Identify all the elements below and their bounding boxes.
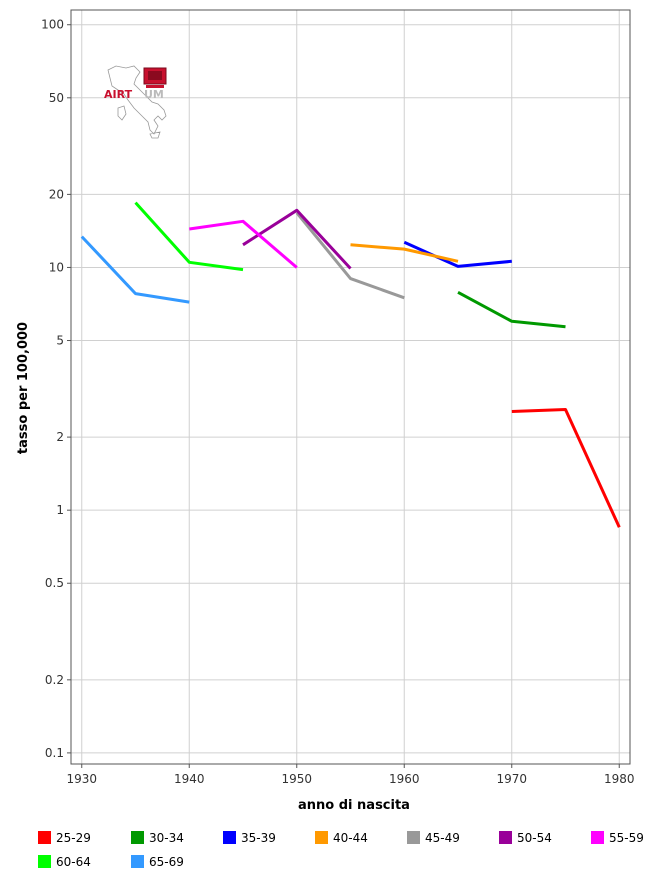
x-tick-label: 1940	[174, 772, 205, 786]
plot-background	[71, 10, 630, 764]
y-tick-label: 0.5	[45, 576, 64, 590]
legend-label-35-39: 35-39	[241, 831, 276, 845]
legend-label-45-49: 45-49	[425, 831, 460, 845]
legend-label-25-29: 25-29	[56, 831, 91, 845]
legend: 25-29 30-34 35-39 40-44 45-49 50-54 55-59 60-64…	[38, 831, 644, 869]
y-axis-title: tasso per 100,000	[16, 322, 31, 454]
legend-swatch-50-54	[499, 831, 512, 844]
airtum-logo: AIRT UM	[104, 65, 167, 139]
logo-text-um: UM	[144, 88, 164, 101]
series-line-55-59	[189, 219, 298, 269]
legend-label-50-54: 50-54	[517, 831, 552, 845]
legend-label-60-64: 60-64	[56, 855, 91, 869]
x-axis-ticks: 1930 1940 1950 1960 1970 1980	[66, 764, 635, 786]
x-tick-label: 1930	[66, 772, 97, 786]
series-line-50-54	[242, 208, 352, 270]
series-line-60-64	[134, 201, 244, 272]
y-tick-label: 5	[56, 334, 64, 348]
series-line-45-49	[295, 211, 405, 300]
y-tick-label: 1	[56, 503, 64, 517]
monitor-base	[146, 85, 164, 88]
series-line-25-29	[511, 408, 621, 528]
legend-label-55-59: 55-59	[609, 831, 644, 845]
series-line-40-44	[350, 243, 459, 263]
x-axis-title: anno di nascita	[298, 798, 410, 813]
legend-label-30-34: 30-34	[149, 831, 184, 845]
legend-swatch-65-69	[131, 855, 144, 868]
x-tick-label: 1970	[496, 772, 527, 786]
legend-swatch-40-44	[315, 831, 328, 844]
series-line-35-39	[403, 240, 512, 268]
monitor-screen	[148, 71, 162, 80]
legend-swatch-55-59	[591, 831, 604, 844]
italy-map-outline	[107, 65, 167, 139]
series-line-30-34	[457, 290, 566, 329]
y-tick-label: 10	[49, 260, 64, 274]
series-line-65-69	[80, 235, 190, 304]
y-tick-label: 100	[41, 18, 64, 32]
legend-label-40-44: 40-44	[333, 831, 368, 845]
plot-border	[70, 9, 631, 765]
y-tick-label: 0.2	[45, 673, 64, 687]
legend-swatch-60-64	[38, 855, 51, 868]
legend-swatch-45-49	[407, 831, 420, 844]
legend-swatch-25-29	[38, 831, 51, 844]
legend-label-65-69: 65-69	[149, 855, 184, 869]
y-tick-label: 20	[49, 187, 64, 201]
x-tick-label: 1980	[604, 772, 635, 786]
x-tick-label: 1950	[281, 772, 312, 786]
x-tick-label: 1960	[389, 772, 420, 786]
series-lines	[80, 201, 621, 528]
legend-swatch-30-34	[131, 831, 144, 844]
logo-text-airt: AIRT	[104, 88, 133, 101]
y-axis-ticks: 0.1 0.2 0.5 1 2 5 10 20 50 100	[41, 18, 71, 760]
y-tick-label: 2	[56, 430, 64, 444]
y-tick-label: 0.1	[45, 746, 64, 760]
y-tick-label: 50	[49, 91, 64, 105]
legend-swatch-35-39	[223, 831, 236, 844]
